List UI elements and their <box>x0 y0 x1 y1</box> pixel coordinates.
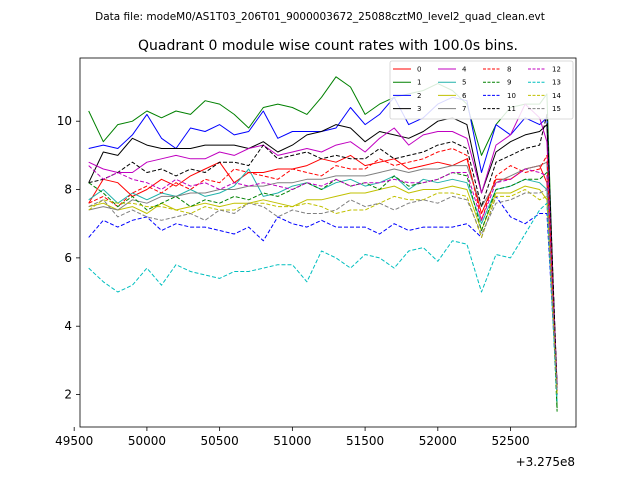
legend-label-14: 14 <box>552 92 561 100</box>
legend-label-3: 3 <box>417 105 421 113</box>
series-line-6 <box>88 185 558 395</box>
y-tick-label-6: 6 <box>64 251 72 265</box>
legend-label-11: 11 <box>507 105 516 113</box>
series-line-15 <box>88 189 558 392</box>
legend-box <box>389 60 574 120</box>
series-line-2 <box>88 96 558 395</box>
legend-label-9: 9 <box>507 79 511 87</box>
series-line-8 <box>88 148 558 392</box>
legend-label-1: 1 <box>417 79 421 87</box>
legend-label-15: 15 <box>552 105 561 113</box>
x-tick-label-52500: 52500 <box>491 434 529 448</box>
axes-frame <box>79 57 577 428</box>
series-line-7 <box>88 161 558 392</box>
plot-area <box>88 76 558 412</box>
legend-label-10: 10 <box>507 92 516 100</box>
series-line-3 <box>88 117 558 388</box>
series-line-0 <box>88 154 558 395</box>
x-tick-label-49500: 49500 <box>55 434 93 448</box>
x-offset-label: +3.275e8 <box>516 455 575 469</box>
legend-label-8: 8 <box>507 66 511 74</box>
y-tick-label-8: 8 <box>64 183 72 197</box>
legend-label-12: 12 <box>552 66 561 74</box>
series-line-11 <box>88 113 558 388</box>
series-line-14 <box>88 189 558 395</box>
legend-label-6: 6 <box>462 92 467 100</box>
x-tick-label-50500: 50500 <box>201 434 239 448</box>
series-line-9 <box>88 172 558 412</box>
series-line-5 <box>88 168 558 392</box>
x-tick-label-50000: 50000 <box>128 434 166 448</box>
legend-label-5: 5 <box>462 79 466 87</box>
series-line-1 <box>88 76 558 409</box>
y-tick-label-10: 10 <box>57 114 72 128</box>
series-group <box>88 76 558 412</box>
series-line-13 <box>88 202 558 402</box>
legend-label-0: 0 <box>417 66 421 74</box>
legend-label-4: 4 <box>462 66 467 74</box>
y-tick-label-4: 4 <box>64 319 72 333</box>
chart-title: Quadrant 0 module wise count rates with … <box>138 38 518 54</box>
legend-label-2: 2 <box>417 92 421 100</box>
series-line-4 <box>88 103 558 385</box>
x-tick-label-51000: 51000 <box>273 434 311 448</box>
y-tick-label-2: 2 <box>64 388 72 402</box>
legend-label-7: 7 <box>462 105 466 113</box>
series-line-10 <box>88 195 558 395</box>
suptitle: Data file: modeM0/AS1T03_206T01_90000036… <box>95 11 545 23</box>
x-tick-label-52000: 52000 <box>419 434 457 448</box>
x-tick-label-51500: 51500 <box>346 434 384 448</box>
legend-label-13: 13 <box>552 79 561 87</box>
axes: 49500 50000 50500 51000 51500 52000 52500 2 4 6 8 1… <box>55 57 577 448</box>
series-line-12 <box>88 165 558 392</box>
